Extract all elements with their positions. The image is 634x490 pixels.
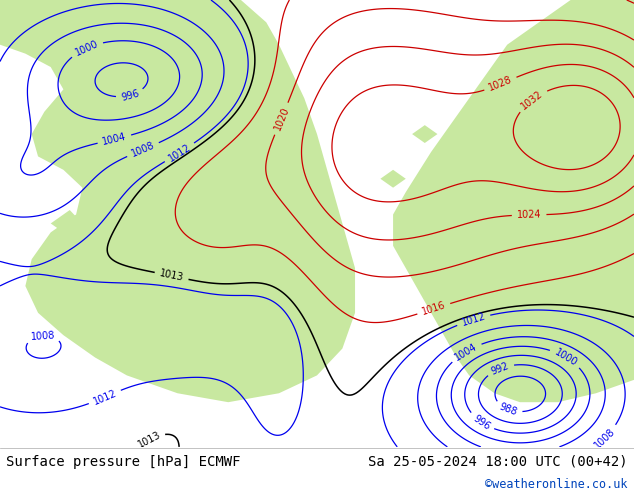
Text: 1020: 1020	[272, 105, 291, 132]
Text: 1012: 1012	[460, 311, 487, 328]
Text: ©weatheronline.co.uk: ©weatheronline.co.uk	[485, 478, 628, 490]
Text: 1013: 1013	[158, 269, 184, 283]
Text: 988: 988	[498, 402, 519, 417]
Text: 1028: 1028	[488, 75, 514, 93]
Text: 1008: 1008	[130, 140, 156, 159]
Text: 1016: 1016	[420, 300, 447, 317]
Text: 992: 992	[490, 361, 511, 376]
Text: 1012: 1012	[167, 142, 193, 163]
Text: 1024: 1024	[517, 210, 541, 220]
Text: 1004: 1004	[453, 341, 479, 362]
Text: 1004: 1004	[101, 131, 127, 147]
Text: 1013: 1013	[136, 430, 162, 450]
Text: Surface pressure [hPa] ECMWF: Surface pressure [hPa] ECMWF	[6, 455, 241, 469]
Text: 1000: 1000	[74, 39, 100, 58]
Text: 1008: 1008	[592, 426, 617, 450]
Text: 996: 996	[471, 413, 492, 432]
Text: 1000: 1000	[553, 347, 579, 368]
Text: 996: 996	[120, 88, 140, 102]
Text: 1012: 1012	[91, 388, 118, 407]
Text: 1032: 1032	[519, 88, 545, 111]
Text: 1008: 1008	[30, 330, 55, 342]
Text: Sa 25-05-2024 18:00 UTC (00+42): Sa 25-05-2024 18:00 UTC (00+42)	[368, 455, 628, 469]
